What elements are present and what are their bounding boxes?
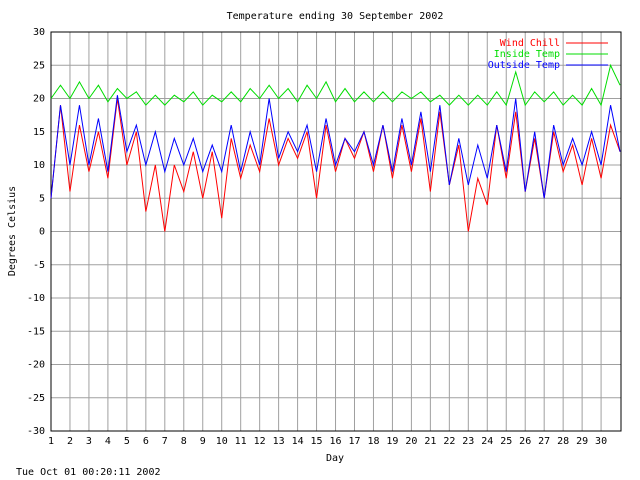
x-tick-label: 15 (311, 436, 323, 447)
x-tick-label: 11 (235, 436, 247, 447)
x-tick-label: 26 (519, 436, 531, 447)
x-axis-label: Day (326, 453, 344, 464)
y-tick-label: -5 (33, 260, 45, 271)
legend-label: Wind Chill (500, 38, 560, 49)
x-tick-label: 14 (292, 436, 304, 447)
plot-frame (50, 31, 622, 432)
x-tick-label: 6 (143, 436, 149, 447)
x-tick-label: 8 (181, 436, 187, 447)
y-tick-label: 30 (33, 27, 45, 38)
legend-label: Outside Temp (488, 60, 560, 71)
y-tick-label: 20 (33, 94, 45, 105)
x-tick-label: 17 (348, 436, 360, 447)
chart-title: Temperature ending 30 September 2002 (227, 11, 444, 22)
y-tick-label: 15 (33, 127, 45, 138)
x-tick-label: 22 (443, 436, 455, 447)
x-tick-label: 21 (424, 436, 436, 447)
y-tick-label: -10 (27, 293, 45, 304)
x-tick-label: 19 (386, 436, 398, 447)
x-tick-label: 16 (330, 436, 342, 447)
footer: Tue Oct 01 00:20:11 2002 (16, 467, 161, 478)
y-tick-label: 5 (39, 193, 45, 204)
y-axis-label: Degrees Celsius (7, 186, 18, 276)
x-tick-label: 9 (200, 436, 206, 447)
x-tick-label: 23 (462, 436, 474, 447)
x-tick-label: 24 (481, 436, 493, 447)
x-tick-label: 27 (538, 436, 550, 447)
x-tick-label: 12 (254, 436, 266, 447)
x-tick-label: 13 (273, 436, 285, 447)
x-tick-label: 30 (595, 436, 607, 447)
series-line (50, 63, 621, 107)
x-tick-label: 10 (216, 436, 228, 447)
x-tick-label: 1 (48, 436, 54, 447)
y-tick-label: 25 (33, 60, 45, 71)
x-tick-label: 18 (367, 436, 379, 447)
y-tick-label: -20 (27, 360, 45, 371)
x-tick-label: 25 (500, 436, 512, 447)
x-tick-label: 5 (124, 436, 130, 447)
y-tick-label: -30 (27, 426, 45, 437)
x-tick-label: 3 (86, 436, 92, 447)
series-line (50, 95, 621, 199)
x-tick-label: 4 (105, 436, 111, 447)
x-tick-label: 29 (576, 436, 588, 447)
y-tick-label: -15 (27, 326, 45, 337)
x-tick-label: 2 (67, 436, 73, 447)
y-tick-label: -25 (27, 393, 45, 404)
y-tick-label: 10 (33, 160, 45, 171)
x-tick-label: 20 (405, 436, 417, 447)
x-tick-label: 28 (557, 436, 569, 447)
x-tick-label: 7 (162, 436, 168, 447)
y-tick-label: 0 (39, 227, 45, 238)
legend-label: Inside Temp (494, 49, 560, 60)
